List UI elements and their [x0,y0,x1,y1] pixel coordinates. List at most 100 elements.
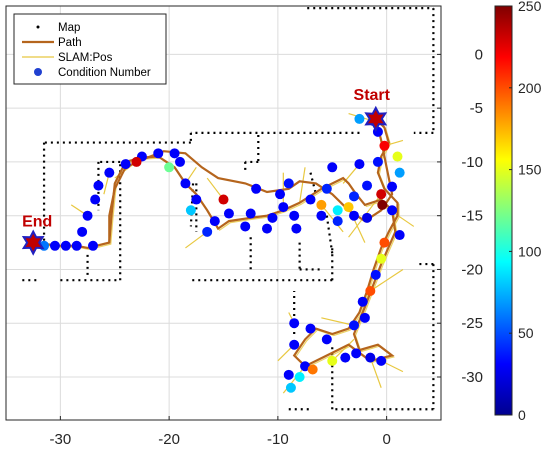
condition-number-point [278,202,289,213]
condition-number-point [349,320,359,331]
condition-number-point [283,369,294,380]
x-tick-label: -10 [267,431,289,448]
condition-number-point [387,181,398,192]
slam-pos-segment [320,204,344,233]
colorbar-tick-label: 200 [518,80,542,96]
condition-number-point [376,189,387,200]
condition-number-point [370,269,381,280]
end-label: End [22,214,52,231]
condition-number-point [294,371,305,382]
condition-number-point [120,159,131,170]
condition-number-point [343,202,354,213]
condition-number-point [209,216,220,227]
condition-number-point [327,162,338,173]
y-tick-label: -10 [461,154,483,171]
condition-number-point [71,240,82,251]
condition-number-point [283,178,294,189]
condition-number-point [164,162,175,173]
condition-number-point [379,237,390,248]
condition-number-point [316,210,327,221]
map-segment [309,172,318,195]
condition-number-point [305,194,316,205]
colorbar-tick-label: 100 [518,243,542,259]
colorbar-tick-label: 150 [518,162,542,178]
condition-number-point [185,205,196,216]
condition-number-point [354,159,365,170]
condition-number-point [267,212,278,223]
y-tick-label: 0 [475,46,483,63]
legend: Map Path SLAM:Pos Condition Number [13,13,167,85]
slam-pos-segment [321,317,355,326]
condition-number-point [240,221,251,232]
condition-number-point [223,208,234,219]
legend-condition-number-label: Condition Number [58,67,151,79]
colorbar-tick-label: 50 [518,325,534,341]
condition-number-point [327,355,338,366]
condition-number-point [131,156,142,167]
axes: -30 -20 -10 0 0 -5 -10 -15 -20 -25 -30 [5,5,483,448]
condition-number-point [60,240,71,251]
condition-number-point [316,199,327,210]
y-tick-label: -25 [461,315,483,332]
start-marker [364,105,388,133]
condition-number-point [372,156,383,167]
map-segment [325,215,334,254]
colorbar-tick-label: 0 [518,407,526,423]
slam-pos-segment [369,268,404,292]
condition-number-point [88,240,98,251]
condition-number-point [394,167,405,178]
condition-number-point [365,352,376,363]
condition-number-point [291,223,302,234]
condition-number-point [289,210,300,221]
slam-pos-segment [299,167,306,203]
start-label: Start [354,87,391,104]
legend-slam-pos-label: SLAM:Pos [58,52,113,64]
condition-number-point [379,140,390,151]
condition-number-point [251,183,262,194]
condition-number-point [307,364,318,375]
condition-number-point [305,323,316,334]
condition-number-point [169,148,180,159]
x-tick-label: -20 [158,431,180,448]
condition-number-point [90,194,101,205]
axes-frame [5,5,442,421]
condition-number-point [376,253,387,264]
condition-number-point [77,226,88,237]
colorbar-tick-label: 250 [518,0,542,14]
condition-number-point [82,210,93,221]
condition-number-point [377,199,388,210]
condition-number-point [321,334,332,345]
condition-number-point [191,194,202,205]
condition-number-point [321,183,332,194]
condition-number-point [394,230,405,241]
legend-path-label: Path [58,37,82,49]
y-tick-label: -20 [461,261,483,278]
condition-number-point [262,223,272,234]
legend-condition-number-marker [34,68,42,76]
condition-number-point [362,180,373,191]
path-trajectory [33,118,399,368]
condition-number-point [359,312,370,323]
condition-number-point [245,208,256,219]
condition-number-point [202,226,213,237]
condition-number-point [175,156,185,167]
condition-number-point [365,285,376,296]
legend-map-label: Map [58,22,80,34]
condition-number-point [289,339,300,350]
x-tick-label: -30 [50,431,72,448]
condition-number-point [387,205,398,216]
condition-number-point [300,361,311,372]
legend-map-marker [36,25,40,29]
condition-number-point [357,296,368,307]
y-tick-label: -15 [461,208,483,225]
condition-number-point [376,355,387,366]
condition-number-point [332,205,343,216]
x-tick-label: 0 [382,431,390,448]
y-tick-label: -30 [461,369,483,386]
condition-number-point [354,113,365,124]
condition-number-point [153,148,164,159]
condition-number-point [49,240,60,251]
condition-number-point [289,318,300,329]
